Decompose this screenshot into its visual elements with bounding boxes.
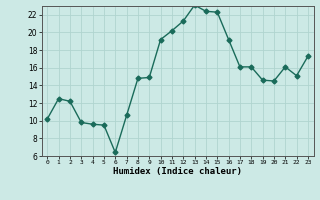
X-axis label: Humidex (Indice chaleur): Humidex (Indice chaleur)	[113, 167, 242, 176]
